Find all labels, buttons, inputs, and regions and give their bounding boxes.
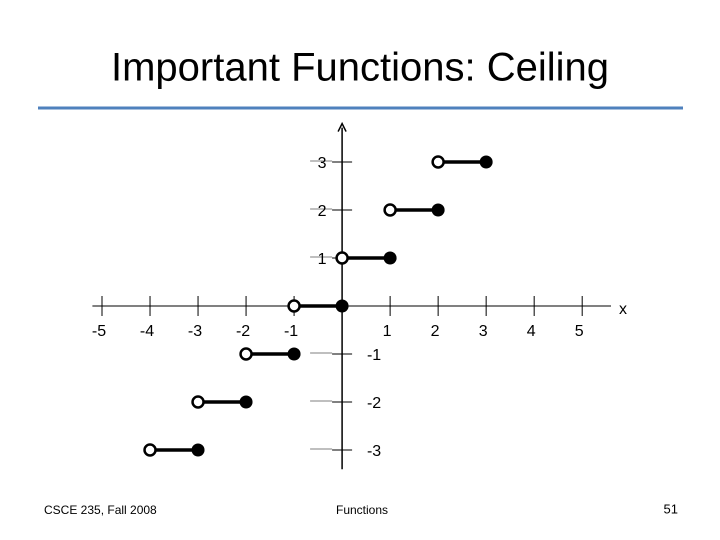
open-endpoint [191, 395, 205, 409]
page-number: 51 [664, 501, 678, 516]
x-tick-label: -4 [140, 323, 154, 340]
x-tick-label: 5 [575, 323, 584, 340]
x-tick-label: -1 [284, 323, 298, 340]
open-endpoint [143, 443, 157, 457]
x-tick-label: -5 [92, 323, 106, 340]
closed-endpoint [431, 203, 445, 217]
open-endpoint [239, 347, 253, 361]
open-endpoint [287, 299, 301, 313]
x-tick-label: 2 [431, 323, 440, 340]
open-endpoint [431, 155, 445, 169]
y-tick-label: 2 [318, 203, 327, 220]
x-tick-label: 3 [479, 323, 488, 340]
x-axis-label: x [619, 301, 627, 318]
y-tick-label: -3 [367, 443, 381, 460]
x-tick-label: 4 [527, 323, 536, 340]
y-axis-arrow [337, 121, 347, 132]
closed-endpoint [191, 443, 205, 457]
y-tick-label: -1 [367, 347, 381, 364]
x-tick-label: -3 [188, 323, 202, 340]
y-tick-label: -2 [367, 395, 381, 412]
x-tick-label: -2 [236, 323, 250, 340]
open-endpoint [335, 251, 349, 265]
footer-center: Functions [336, 503, 388, 517]
footer-left: CSCE 235, Fall 2008 [44, 503, 157, 517]
y-tick-label: 3 [318, 155, 327, 172]
closed-endpoint [383, 251, 397, 265]
x-tick-label: 1 [383, 323, 392, 340]
closed-endpoint [479, 155, 493, 169]
y-tick-label: 1 [318, 251, 327, 268]
closed-endpoint [287, 347, 301, 361]
open-endpoint [383, 203, 397, 217]
closed-endpoint [335, 299, 349, 313]
closed-endpoint [239, 395, 253, 409]
slide-title: Important Functions: Ceiling [111, 46, 609, 90]
